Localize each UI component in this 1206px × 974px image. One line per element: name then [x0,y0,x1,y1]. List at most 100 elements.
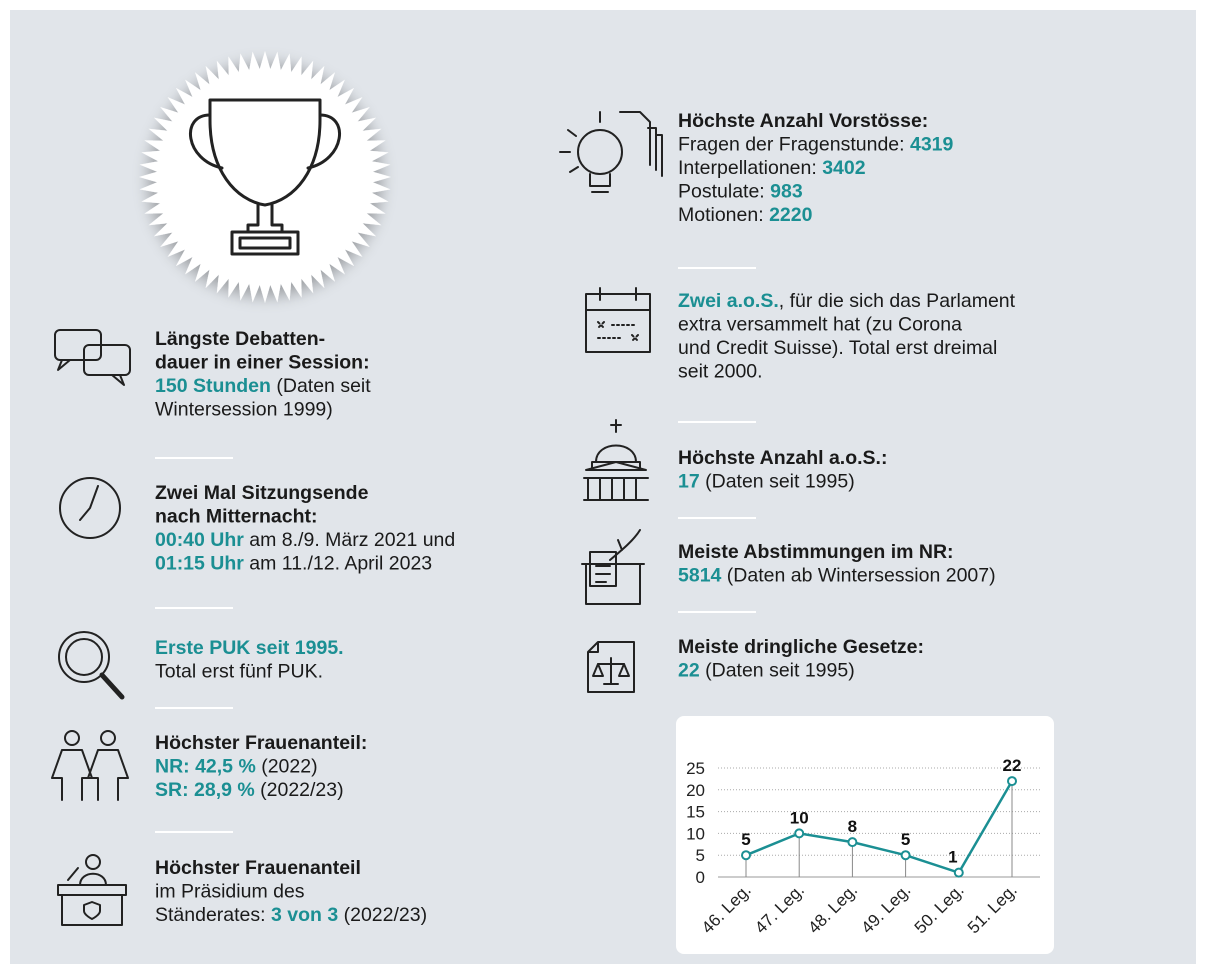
y-tick-label: 10 [686,824,705,843]
text-span: (Daten seit 1995) [700,471,855,493]
starburst [139,51,391,303]
data-label: 1 [948,848,957,867]
item-line: dauer in einer Session: [155,352,370,374]
text-span: (2022) [256,756,318,778]
text-span: SR: 28,9 % [155,779,255,801]
trophy-icon [189,98,341,256]
item-line: Höchste Anzahl Vorstösse: [678,110,928,132]
item-line: 150 Stunden (Daten seit [155,375,371,397]
text-span: seit 2000. [678,361,763,383]
item-line: Ständerates: 3 von 3 (2022/23) [155,904,427,926]
item-line: Wintersession 1999) [155,399,333,421]
text-span: Fragen der Fragenstunde: [678,134,910,156]
text-span: 983 [770,181,803,203]
clock-icon [59,477,121,539]
item-line: Total erst fünf PUK. [155,661,323,683]
data-label: 5 [741,830,750,849]
text-span: Zwei Mal Sitzungsende [155,482,369,504]
line [745,780,1014,875]
chart-card [676,716,1054,954]
chat-icon [54,329,131,386]
text-span: Meiste Abstimmungen im NR: [678,541,954,563]
item-line: 01:15 Uhr am 11./12. April 2023 [155,553,432,575]
item-line: Zwei a.o.S., für die sich das Parlament [678,290,1016,312]
text-span: Höchste Anzahl a.o.S.: [678,447,887,469]
text-span: 3402 [822,157,866,179]
y-tick-label: 15 [686,803,705,822]
y-tick-label: 0 [696,868,705,887]
item-line: Längste Debatten- [155,328,325,350]
y-tick-label: 5 [696,846,705,865]
point [741,850,751,861]
text-span: 2220 [769,204,813,226]
text-span: 22 [678,660,700,682]
text-span: Längste Debatten- [155,328,325,350]
text-span: 17 [678,471,700,493]
speaker-icon [57,854,127,926]
item-line: Erste PUK seit 1995. [155,637,344,659]
text-span: , für die sich das Parlament [779,290,1016,312]
y-tick-label: 20 [686,781,705,800]
text-span: Höchster Frauenanteil [155,857,361,879]
item-line: 5814 (Daten ab Wintersession 2007) [678,565,996,587]
text-span: Postulate: [678,181,770,203]
text-span: NR: 42,5 % [155,756,256,778]
text-span: 4319 [910,134,954,156]
text-span: (Daten ab Wintersession 2007) [721,565,995,587]
item-line: Höchster Frauenanteil [155,857,361,879]
item-line: Motionen: 2220 [678,204,813,226]
text-span: 01:15 Uhr [155,553,244,575]
text-span: nach Mitternacht: [155,506,318,528]
text-span: dauer in einer Session: [155,352,370,374]
magnifier-icon [58,631,125,700]
point [1007,776,1017,787]
women-icon [51,730,129,801]
text-span: und Credit Suisse). Total erst dreimal [678,337,997,359]
vote-icon [581,529,645,605]
item-line: Zwei Mal Sitzungsende [155,482,369,504]
item-line: extra versammelt hat (zu Corona [678,314,962,336]
item-line: Fragen der Fragenstunde: 4319 [678,134,954,156]
item-line: Meiste Abstimmungen im NR: [678,541,954,563]
point [953,867,964,878]
point [794,828,805,839]
text-span: Total erst fünf PUK. [155,661,323,683]
item-line: seit 2000. [678,361,763,383]
point [900,850,911,861]
data-label: 10 [790,808,809,827]
law-icon [587,641,635,693]
text-span: Erste PUK seit 1995. [155,637,344,659]
item-line: 17 (Daten seit 1995) [678,471,855,493]
calendar-icon [585,287,651,353]
item-line: 22 (Daten seit 1995) [678,660,855,682]
text-span: extra versammelt hat (zu Corona [678,314,962,336]
item-line: Höchste Anzahl a.o.S.: [678,447,887,469]
data-label: 5 [901,830,910,849]
text-span: Meiste dringliche Gesetze: [678,636,924,658]
text-span: Höchster Frauenanteil: [155,732,367,754]
text-span: Ständerates: [155,904,271,926]
text-span: (Daten seit [271,375,371,397]
text-span: im Präsidium des [155,881,305,903]
text-span: 5814 [678,565,722,587]
item-line: im Präsidium des [155,881,305,903]
text-span: Höchste Anzahl Vorstösse: [678,110,928,132]
item-line: und Credit Suisse). Total erst dreimal [678,337,997,359]
item-line: Interpellationen: 3402 [678,157,866,179]
text-span: 00:40 Uhr [155,529,244,551]
y-tick-label: 25 [686,759,705,778]
idea-icon [559,111,663,193]
data-label: 8 [848,817,857,836]
item-line: 00:40 Uhr am 8./9. März 2021 und [155,529,455,551]
item-line: Meiste dringliche Gesetze: [678,636,924,658]
point [847,837,858,848]
item-line: NR: 42,5 % (2022) [155,756,318,778]
data-label: 22 [1003,756,1022,775]
text-span: (2022/23) [338,904,427,926]
building-icon [583,419,649,501]
text-span: Interpellationen: [678,157,822,179]
item-line: Höchster Frauenanteil: [155,732,367,754]
text-span: Wintersession 1999) [155,399,333,421]
text-span: (Daten seit 1995) [700,660,855,682]
